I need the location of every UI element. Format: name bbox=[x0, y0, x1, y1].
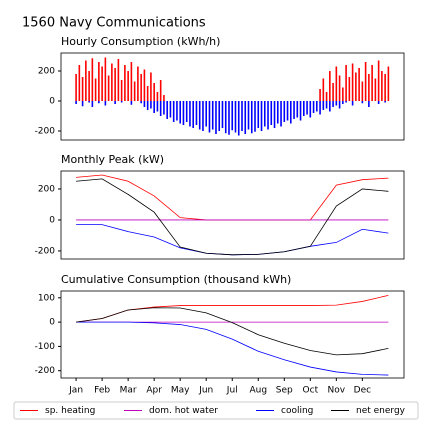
x-tick-label: Oct bbox=[303, 386, 319, 396]
series-line bbox=[76, 174, 389, 221]
series-line bbox=[76, 224, 389, 256]
figure-title: 1560 Navy Communications bbox=[22, 16, 206, 31]
y-tick-label: 200 bbox=[38, 67, 55, 77]
axes-title: Monthly Peak (kW) bbox=[61, 153, 164, 166]
legend-label: dom. hot water bbox=[149, 406, 218, 416]
legend-label: sp. heating bbox=[45, 406, 95, 416]
x-tick-label: Mar bbox=[120, 386, 137, 396]
x-tick-label: May bbox=[171, 386, 190, 396]
x-tick-label: Nov bbox=[328, 386, 346, 396]
x-tick-label: Feb bbox=[94, 386, 110, 396]
y-tick-label: -200 bbox=[35, 366, 56, 376]
x-tick-label: Aug bbox=[249, 386, 267, 396]
legend-label: net energy bbox=[356, 406, 406, 416]
axes-title: Cumulative Consumption (thousand kWh) bbox=[61, 273, 291, 286]
y-tick-label: 0 bbox=[49, 215, 55, 225]
x-tick-label: Jun bbox=[198, 386, 213, 396]
y-tick-label: -200 bbox=[35, 246, 56, 256]
y-tick-label: -200 bbox=[35, 127, 56, 137]
y-tick-label: 200 bbox=[38, 184, 55, 194]
axes-frame bbox=[60, 290, 405, 379]
x-tick-label: Jul bbox=[226, 386, 238, 396]
legend-box bbox=[13, 401, 419, 420]
series-line bbox=[76, 294, 389, 323]
plot-area bbox=[75, 57, 390, 136]
series-line bbox=[76, 178, 389, 256]
plot-area bbox=[76, 174, 389, 256]
series-line bbox=[76, 307, 389, 356]
legend-label: cooling bbox=[281, 406, 313, 416]
y-tick-label: 100 bbox=[38, 293, 55, 303]
x-tick-label: Dec bbox=[354, 386, 371, 396]
y-tick-label: 0 bbox=[49, 97, 55, 107]
axes-frame bbox=[60, 52, 405, 141]
plot-area bbox=[76, 294, 389, 376]
x-tick-label: Sep bbox=[276, 386, 293, 396]
y-tick-label: -100 bbox=[35, 342, 56, 352]
x-tick-label: Jan bbox=[68, 386, 83, 396]
y-tick-label: 0 bbox=[49, 318, 55, 328]
axes-title: Hourly Consumption (kWh/h) bbox=[61, 35, 220, 48]
series-line bbox=[76, 321, 389, 376]
x-tick-label: Apr bbox=[146, 386, 162, 396]
axes-frame bbox=[60, 170, 405, 260]
